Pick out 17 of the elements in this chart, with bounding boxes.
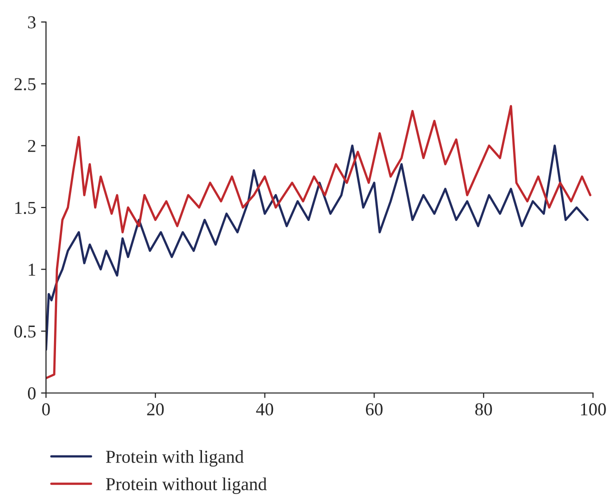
y-tick-label: 1.5 xyxy=(15,202,36,214)
line-series xyxy=(46,144,589,351)
x-tick-label: 80 xyxy=(475,403,492,416)
y-tick-label: 1 xyxy=(28,264,36,276)
line-series xyxy=(46,104,592,380)
x-tick-label: 100 xyxy=(581,403,606,416)
legend-label: Protein with ligand xyxy=(106,450,244,467)
y-tick-label: 2.5 xyxy=(14,78,36,90)
y-tick-label: 3 xyxy=(28,16,36,28)
y-tick-label: 0.5 xyxy=(14,325,36,338)
legend-label: Protein without ligand xyxy=(106,478,267,494)
x-tick-label: 60 xyxy=(366,403,383,416)
y-tick-label: 2 xyxy=(28,140,36,152)
x-tick-label: 40 xyxy=(256,403,274,416)
x-tick-label: 0 xyxy=(42,403,50,416)
y-tick-label: 0 xyxy=(28,387,36,400)
x-tick-label: 20 xyxy=(147,403,164,416)
